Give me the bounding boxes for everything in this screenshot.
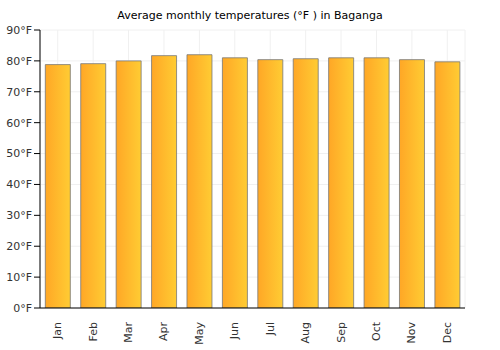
- svg-text:May: May: [193, 322, 206, 345]
- svg-text:10°F: 10°F: [8, 271, 32, 284]
- svg-text:Apr: Apr: [157, 322, 170, 342]
- svg-text:Oct: Oct: [370, 321, 383, 341]
- svg-text:Aug: Aug: [299, 322, 312, 343]
- svg-text:40°F: 40°F: [8, 178, 32, 191]
- svg-text:Nov: Nov: [405, 322, 418, 344]
- svg-text:Jul: Jul: [264, 322, 277, 336]
- svg-text:80°F: 80°F: [8, 55, 32, 68]
- svg-text:50°F: 50°F: [8, 147, 32, 160]
- svg-text:30°F: 30°F: [8, 209, 32, 222]
- html-text:Average monthly temperatures (: Average monthly temperatures (°F ) in Ba…: [117, 9, 383, 22]
- svg-text:20°F: 20°F: [8, 240, 32, 253]
- svg-text:70°F: 70°F: [8, 86, 32, 99]
- svg-text:Feb: Feb: [87, 322, 100, 341]
- svg-text:Jan: Jan: [51, 322, 64, 340]
- svg-text:Dec: Dec: [441, 322, 454, 343]
- svg-text:Mar: Mar: [122, 322, 135, 343]
- svg-text:90°F: 90°F: [8, 24, 32, 37]
- svg-text:Sep: Sep: [335, 322, 348, 343]
- svg-text:60°F: 60°F: [8, 117, 32, 130]
- svg-text:Jun: Jun: [228, 322, 241, 340]
- svg-text:0°F: 0°F: [13, 302, 32, 315]
